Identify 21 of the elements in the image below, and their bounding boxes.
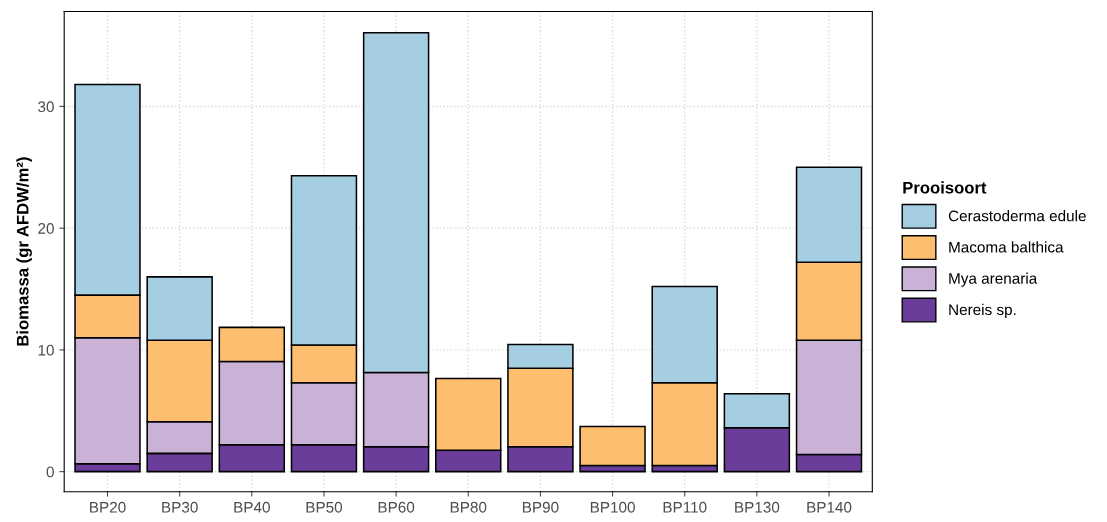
y-tick-label: 30 (38, 101, 54, 113)
y-tick-label: 10 (38, 344, 54, 356)
x-tick-label: BP110 (663, 501, 707, 513)
legend-label: Cerastoderma edule (948, 210, 1086, 222)
x-tick-label: BP100 (590, 501, 635, 513)
legend-label: Nereis sp. (949, 303, 1016, 319)
x-tick-label: BP140 (807, 501, 852, 513)
y-tick-label: 0 (46, 466, 54, 478)
x-tick-label: BP60 (378, 501, 415, 513)
x-tick-label: BP50 (306, 501, 343, 513)
x-tick-label: BP80 (450, 501, 487, 513)
x-tick-label: BP90 (522, 501, 559, 513)
legend-label: Macoma balthica (949, 241, 1064, 253)
x-tick-label: BP30 (162, 501, 198, 513)
y-axis-title: Biomassa (gr AFDW/m²) (16, 157, 32, 346)
x-tick-label: BP20 (90, 501, 126, 513)
legend-label: Mya arenaria (949, 272, 1038, 287)
y-tick-label: 20 (38, 223, 54, 234)
x-tick-label: BP40 (234, 501, 270, 513)
legend-title: Prooisoort (903, 181, 987, 194)
x-tick-label: BP130 (735, 501, 780, 513)
